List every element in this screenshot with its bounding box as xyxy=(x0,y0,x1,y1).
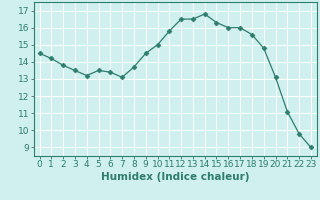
X-axis label: Humidex (Indice chaleur): Humidex (Indice chaleur) xyxy=(101,172,250,182)
